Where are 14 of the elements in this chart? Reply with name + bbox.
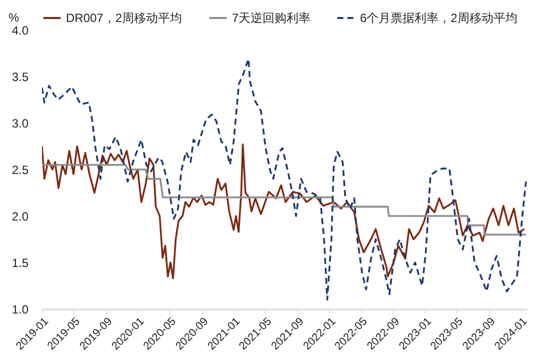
line-series <box>42 164 527 236</box>
y-tick-label: 3.0 <box>12 116 29 130</box>
y-tick-label: 3.5 <box>12 70 29 84</box>
legend-label: 7天逆回购利率 <box>232 11 311 25</box>
y-tick-label: 2.5 <box>12 163 29 177</box>
y-tick-label: 4.0 <box>12 24 29 38</box>
y-tick-label: 1.0 <box>12 302 29 316</box>
line-series <box>42 143 526 280</box>
legend-label: DR007，2周移动平均 <box>66 11 182 25</box>
line-series <box>42 58 527 301</box>
y-axis-title: % <box>8 10 20 24</box>
legend-label: 6个月票据利率，2周移动平均 <box>360 11 518 25</box>
y-tick-label: 2.0 <box>12 210 29 224</box>
y-tick-label: 1.5 <box>12 256 29 270</box>
